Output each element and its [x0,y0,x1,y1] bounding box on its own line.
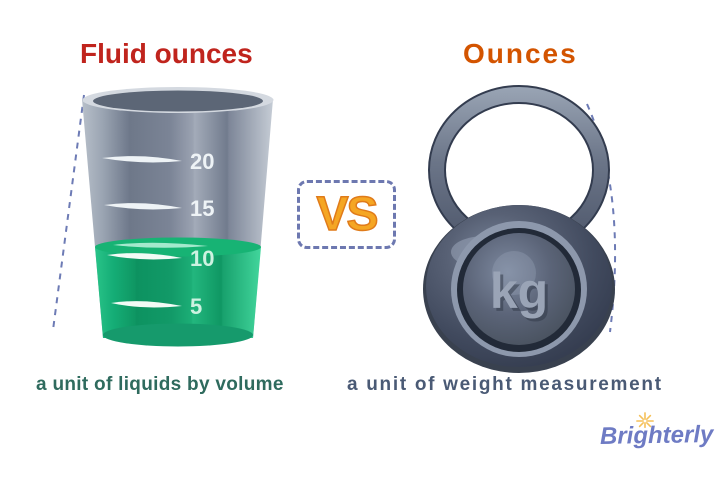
svg-text:15: 15 [190,196,214,221]
svg-text:5: 5 [190,294,202,319]
svg-text:10: 10 [190,246,214,271]
svg-text:20: 20 [190,149,214,174]
svg-text:kg: kg [490,263,548,319]
